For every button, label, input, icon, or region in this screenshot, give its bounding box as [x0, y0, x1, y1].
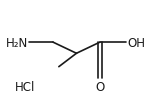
Text: O: O	[95, 80, 105, 93]
Text: H₂N: H₂N	[6, 36, 28, 49]
Text: OH: OH	[128, 36, 146, 49]
Text: HCl: HCl	[15, 81, 35, 93]
